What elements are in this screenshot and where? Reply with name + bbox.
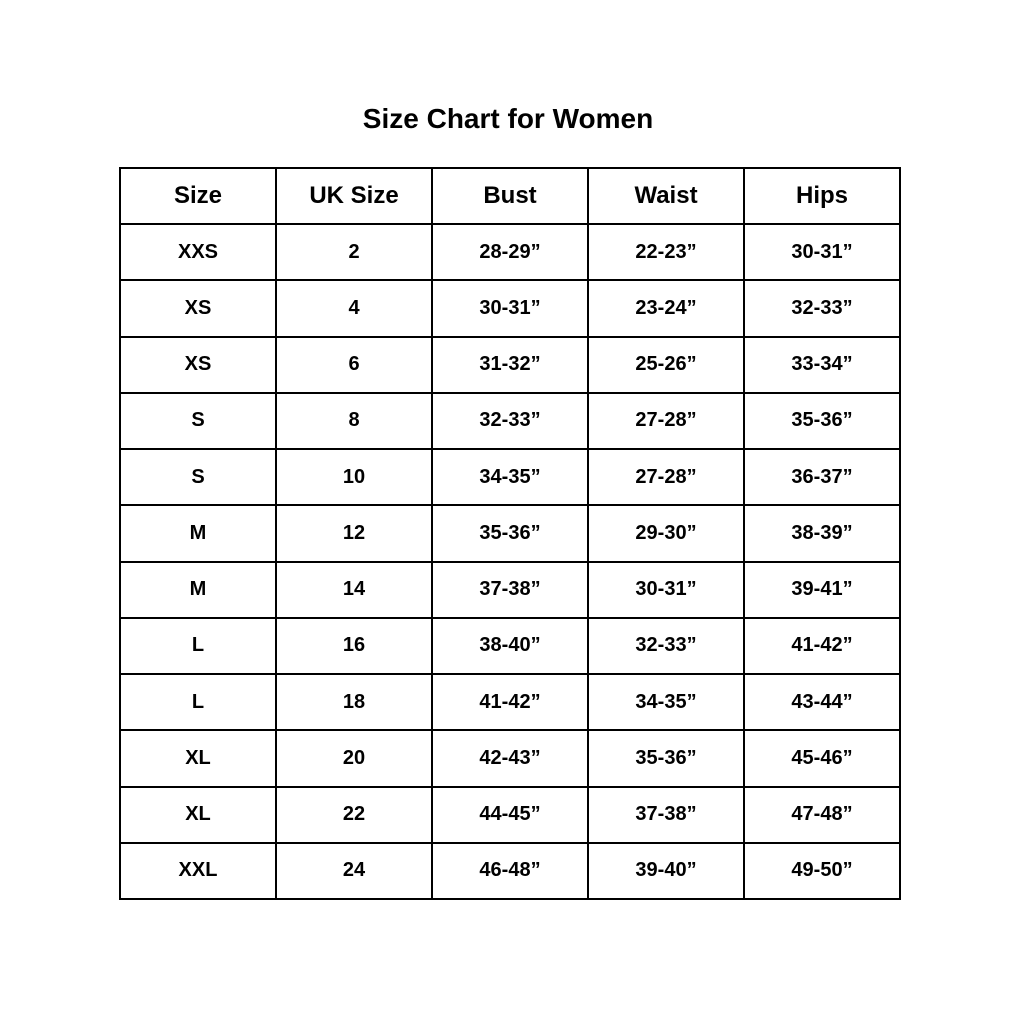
table-cell: 37-38” <box>587 785 745 844</box>
table-cell: 41-42” <box>743 616 901 676</box>
table-cell: 31-32” <box>431 335 589 394</box>
table-cell: 28-29” <box>431 222 589 282</box>
table-cell: 38-40” <box>431 616 589 676</box>
table-row: L 16 38-40” 32-33” 41-42” <box>119 616 901 676</box>
table-header-row: Size UK Size Bust Waist Hips <box>119 167 901 225</box>
table-cell: 43-44” <box>743 672 901 732</box>
table-cell: 14 <box>275 560 433 619</box>
table-cell: 49-50” <box>743 841 901 901</box>
table-cell: 27-28” <box>587 391 745 451</box>
table-cell: 18 <box>275 672 433 732</box>
table-cell: 32-33” <box>587 616 745 676</box>
table-row: M 14 37-38” 30-31” 39-41” <box>119 560 901 619</box>
table-cell: XS <box>119 279 277 338</box>
table-cell: 30-31” <box>431 279 589 338</box>
table-cell: 35-36” <box>431 504 589 563</box>
table-row: M 12 35-36” 29-30” 38-39” <box>119 504 901 563</box>
table-cell: 2 <box>275 222 433 282</box>
table-cell: S <box>119 447 277 507</box>
table-cell: 30-31” <box>587 560 745 619</box>
table-cell: 34-35” <box>431 447 589 507</box>
table-cell: 46-48” <box>431 841 589 901</box>
table-row: XXL 24 46-48” 39-40” 49-50” <box>119 841 901 901</box>
table-cell: 37-38” <box>431 560 589 619</box>
table-cell: 29-30” <box>587 504 745 563</box>
table-cell: XXL <box>119 841 277 901</box>
table-cell: XS <box>119 335 277 394</box>
table-cell: XL <box>119 785 277 844</box>
table-row: XL 20 42-43” 35-36” 45-46” <box>119 729 901 788</box>
column-header: Bust <box>431 167 589 225</box>
table-row: XS 6 31-32” 25-26” 33-34” <box>119 335 901 394</box>
table-cell: 45-46” <box>743 729 901 788</box>
table-cell: 4 <box>275 279 433 338</box>
table-cell: 32-33” <box>743 279 901 338</box>
table-cell: XL <box>119 729 277 788</box>
table-cell: S <box>119 391 277 451</box>
table-cell: 47-48” <box>743 785 901 844</box>
column-header: Size <box>119 167 277 225</box>
table-cell: 10 <box>275 447 433 507</box>
table-cell: 6 <box>275 335 433 394</box>
table-cell: 35-36” <box>587 729 745 788</box>
table-row: S 8 32-33” 27-28” 35-36” <box>119 391 901 451</box>
table-row: XXS 2 28-29” 22-23” 30-31” <box>119 222 901 282</box>
column-header: Waist <box>587 167 745 225</box>
size-chart-table: Size UK Size Bust Waist Hips XXS 2 28-29” 22-23… <box>119 167 901 901</box>
table-cell: 25-26” <box>587 335 745 394</box>
table-cell: 38-39” <box>743 504 901 563</box>
page-title: Size Chart for Women <box>362 103 654 134</box>
table-cell: 41-42” <box>431 672 589 732</box>
table-cell: 23-24” <box>587 279 745 338</box>
table-cell: 24 <box>275 841 433 901</box>
table-cell: M <box>119 504 277 563</box>
table-cell: 36-37” <box>743 447 901 507</box>
table-cell: 33-34” <box>743 335 901 394</box>
table-cell: 12 <box>275 504 433 563</box>
table-cell: 32-33” <box>431 391 589 451</box>
table-row: L 18 41-42” 34-35” 43-44” <box>119 672 901 732</box>
table-cell: 27-28” <box>587 447 745 507</box>
table-cell: 20 <box>275 729 433 788</box>
table-cell: 42-43” <box>431 729 589 788</box>
table-cell: 22-23” <box>587 222 745 282</box>
column-header: Hips <box>743 167 901 225</box>
table-cell: 22 <box>275 785 433 844</box>
column-header: UK Size <box>275 167 433 225</box>
table-cell: 44-45” <box>431 785 589 844</box>
table-row: S 10 34-35” 27-28” 36-37” <box>119 447 901 507</box>
table-cell: M <box>119 560 277 619</box>
table-cell: 39-40” <box>587 841 745 901</box>
table-cell: 30-31” <box>743 222 901 282</box>
table-cell: 16 <box>275 616 433 676</box>
table-cell: 34-35” <box>587 672 745 732</box>
table-row: XS 4 30-31” 23-24” 32-33” <box>119 279 901 338</box>
table-cell: L <box>119 616 277 676</box>
table-cell: 8 <box>275 391 433 451</box>
table-cell: 35-36” <box>743 391 901 451</box>
table-cell: 39-41” <box>743 560 901 619</box>
table-row: XL 22 44-45” 37-38” 47-48” <box>119 785 901 844</box>
table-cell: L <box>119 672 277 732</box>
table-cell: XXS <box>119 222 277 282</box>
